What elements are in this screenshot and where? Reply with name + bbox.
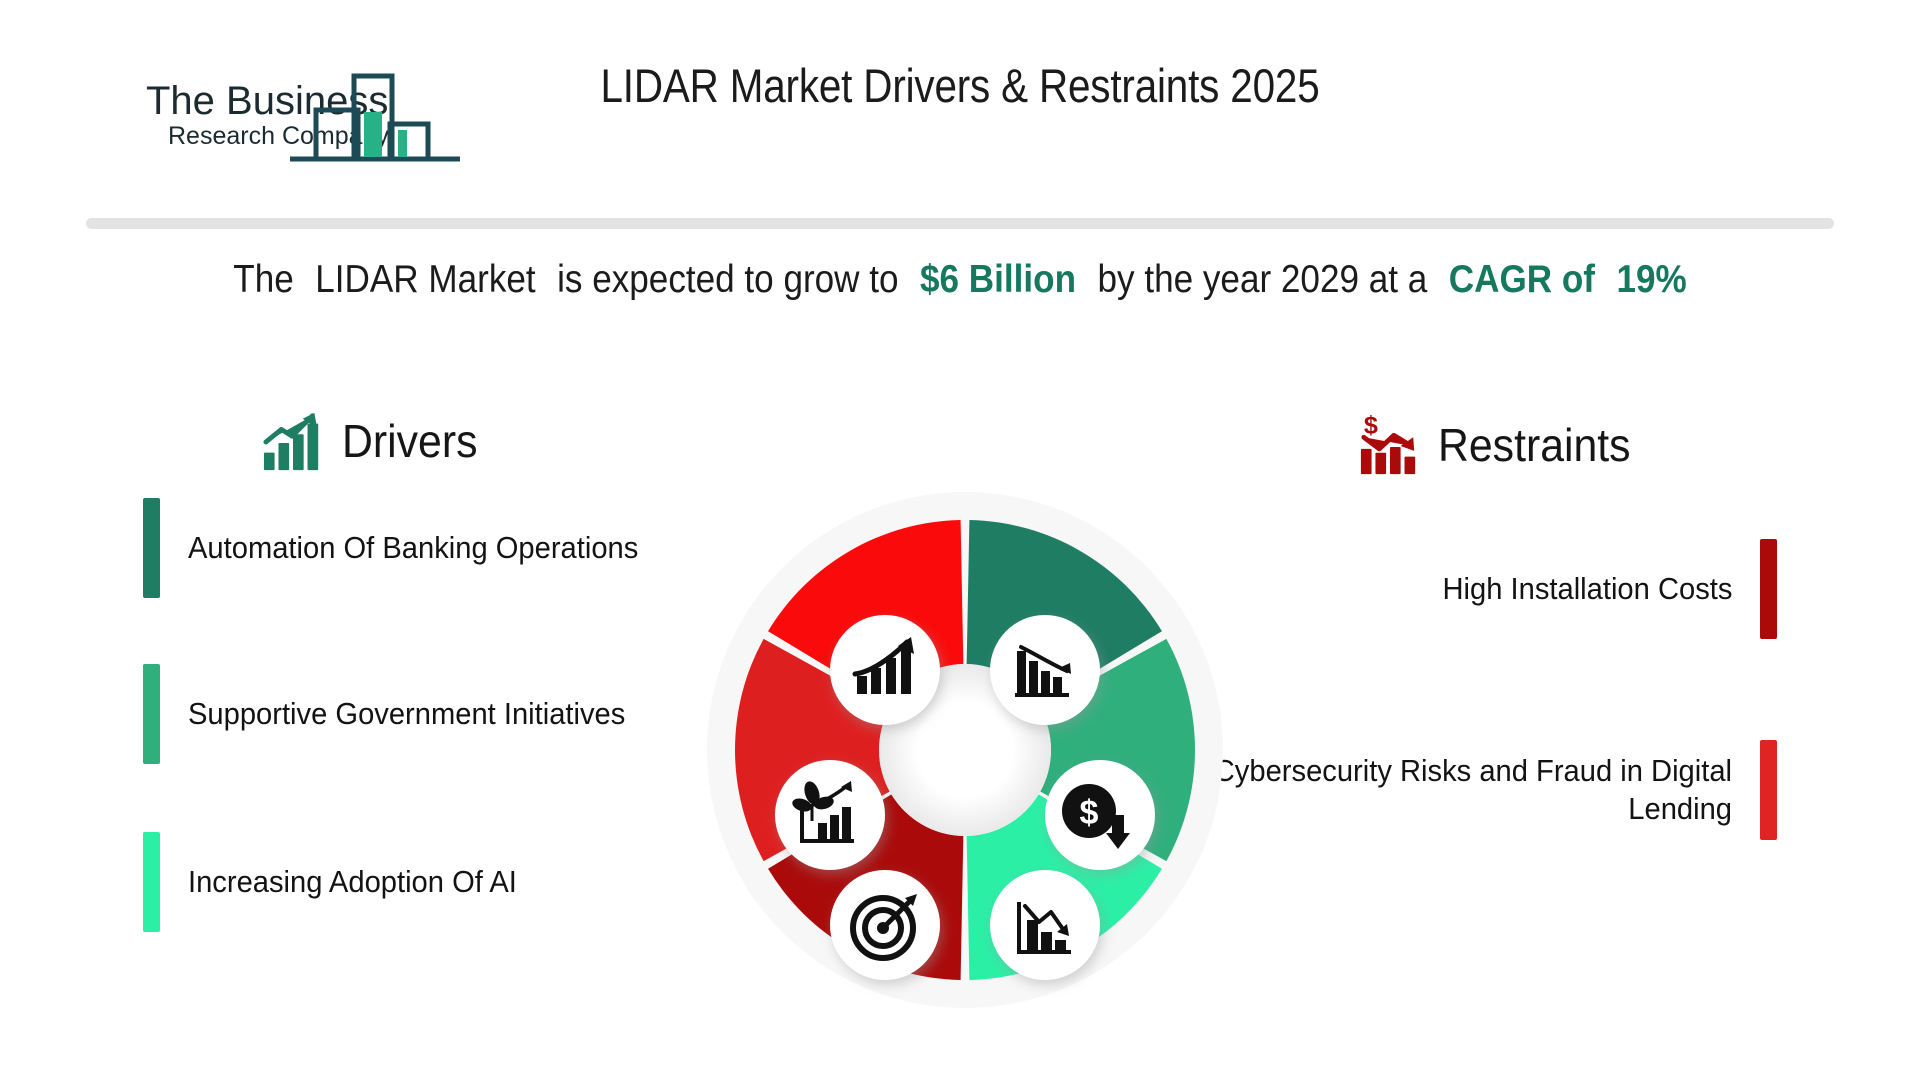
segment-icon-growth[interactable] <box>830 615 940 725</box>
falling-line-chart-icon <box>1017 902 1071 954</box>
cagr-label: CAGR of <box>1448 258 1595 301</box>
drivers-restraints-donut-chart: $ <box>640 425 1300 1080</box>
segment-icon-declining-bars[interactable] <box>990 615 1100 725</box>
svg-text:$: $ <box>1080 794 1099 832</box>
driver-label: Supportive Government Initiatives <box>188 696 626 732</box>
falling-bar-chart-dollar-icon: $ <box>1360 414 1416 475</box>
restraint-accent-bar <box>1760 539 1777 639</box>
driver-accent-bar <box>143 664 160 764</box>
segment-icon-plant-growth[interactable] <box>775 760 885 870</box>
rising-bar-chart-arrow-icon <box>263 412 319 471</box>
restraints-heading: Restraints <box>1438 419 1631 471</box>
market-summary-line: The LIDAR Market is expected to grow to … <box>96 258 1824 302</box>
market-name: LIDAR Market <box>315 258 536 301</box>
page-header: The Business Research Company LIDAR Mark… <box>0 0 1920 229</box>
company-logo: The Business Research Company <box>140 52 470 172</box>
driver-item: Supportive Government Initiatives <box>143 664 803 764</box>
cagr-value: 19% <box>1616 258 1687 301</box>
header-divider <box>86 218 1834 229</box>
summary-lead: The <box>233 258 294 301</box>
drivers-heading-group: Drivers <box>262 410 488 472</box>
restraint-label: High Installation Costs <box>1442 571 1732 607</box>
plant-growth-chart-icon <box>792 781 854 843</box>
restraint-item: Cybersecurity Risks and Fraud in Digital… <box>1117 740 1777 840</box>
declining-bar-chart-icon <box>1015 645 1071 697</box>
driver-accent-bar <box>143 832 160 932</box>
summary-mid: is expected to grow to <box>557 258 899 301</box>
restraint-accent-bar <box>1760 740 1777 840</box>
svg-text:$: $ <box>1364 414 1378 439</box>
target-dart-icon <box>850 894 917 961</box>
dollar-down-arrow-icon: $ <box>1062 784 1130 849</box>
segment-icon-falling-line[interactable] <box>990 870 1100 980</box>
restraint-item: High Installation Costs <box>1117 539 1777 639</box>
market-value: $6 Billion <box>920 258 1077 301</box>
summary-mid2: by the year 2029 at a <box>1097 258 1428 301</box>
driver-label: Automation Of Banking Operations <box>188 530 639 566</box>
segment-icon-target[interactable] <box>830 870 940 980</box>
driver-item: Automation Of Banking Operations <box>143 498 803 598</box>
segment-icon-dollar-down[interactable]: $ <box>1045 760 1155 870</box>
restraints-heading-group: $ Restraints <box>1358 414 1645 476</box>
driver-item: Increasing Adoption Of AI <box>143 832 803 932</box>
page-title: LIDAR Market Drivers & Restraints 2025 <box>600 59 1320 112</box>
drivers-heading: Drivers <box>342 415 478 467</box>
driver-accent-bar <box>143 498 160 598</box>
donut-icon-badges: $ <box>775 615 1155 980</box>
restraint-label: Cybersecurity Risks and Fraud in Digital… <box>1213 753 1732 826</box>
growth-bar-chart-icon <box>852 637 914 694</box>
bar-chart-logo-icon: The Business Research Company <box>146 73 460 162</box>
logo-line1: The Business <box>146 79 388 123</box>
driver-label: Increasing Adoption Of AI <box>188 864 517 900</box>
